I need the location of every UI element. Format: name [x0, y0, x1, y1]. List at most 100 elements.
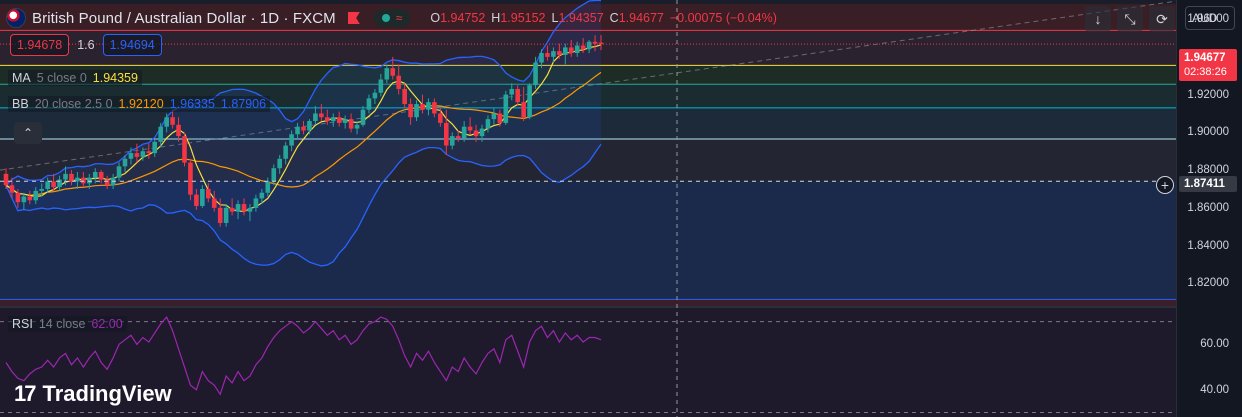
price-tick-1: 1.92000 [1187, 88, 1229, 101]
current-price-label: 1.94677 02:38:26 [1179, 49, 1237, 81]
add-alert-icon[interactable]: + [1156, 176, 1174, 194]
fullscreen-exit-icon[interactable]: ⤡ [1117, 6, 1143, 32]
chart-canvas[interactable] [0, 0, 1176, 417]
price-tick-2: 1.90000 [1187, 126, 1229, 139]
candle [158, 126, 163, 142]
price-axis[interactable]: AUD 1.96000 1.92000 1.90000 1.88000 1.86000 1… [1176, 0, 1242, 417]
candle [75, 177, 80, 182]
candle [51, 181, 56, 188]
candle [21, 196, 27, 203]
reset-icon[interactable]: ⟳ [1149, 6, 1175, 32]
crosshair-price-label: 1.87411 [1179, 176, 1237, 192]
candle [408, 104, 413, 118]
candle [319, 113, 324, 118]
candle [45, 181, 50, 189]
candle [92, 171, 98, 178]
candle [378, 79, 384, 93]
open-label: O [430, 11, 441, 25]
bollinger-lower-line [5, 143, 602, 267]
bb-lower-value: 1.87906 [220, 97, 267, 111]
candle [57, 179, 62, 188]
flag-icon[interactable] [347, 12, 360, 24]
candle [330, 117, 336, 122]
candle [140, 151, 146, 157]
price-tick-6: 1.82000 [1187, 277, 1229, 290]
sell-button[interactable]: 1.94678 [10, 34, 70, 56]
price-zone-5 [0, 138, 1176, 182]
candle [87, 177, 92, 184]
candle [557, 51, 562, 55]
chart-pane[interactable]: British Pound / Australian Dollar · 1D ·… [0, 0, 1176, 417]
candle [426, 102, 431, 110]
candle [200, 188, 205, 206]
trendline [0, 0, 1176, 171]
candle [122, 158, 128, 167]
candle [545, 53, 550, 57]
rsi-tick-1: 40.00 [1200, 383, 1229, 396]
candle [289, 134, 294, 146]
candle [241, 204, 247, 212]
candle [116, 166, 122, 178]
candle [539, 53, 544, 63]
candle [128, 153, 134, 159]
candle [307, 121, 312, 131]
candle [485, 119, 491, 129]
currency-selector[interactable]: AUD [1185, 6, 1235, 30]
market-status-badge[interactable]: ≈ [373, 9, 411, 27]
candle [81, 177, 86, 184]
candle [438, 113, 443, 123]
bb-params: 20 close 2.5 0 [34, 97, 113, 111]
candle [277, 158, 282, 169]
candle [176, 124, 181, 137]
price-zone-4 [0, 107, 1176, 139]
low-value: 1.94357 [558, 11, 604, 25]
rsi-pane-background [0, 308, 1176, 417]
candle [354, 124, 360, 129]
candle [206, 188, 211, 199]
current-price: 1.94677 [1184, 52, 1226, 64]
candle [461, 126, 467, 139]
buy-button[interactable]: 1.94694 [102, 34, 162, 56]
ma-legend[interactable]: MA 5 close 0 1.94359 [8, 70, 142, 86]
candle [360, 109, 366, 125]
candle [152, 141, 158, 154]
bb-legend[interactable]: BB 20 close 2.5 0 1.92120 1.96335 1.8790… [8, 96, 271, 112]
collapse-legend-button[interactable]: ⌃ [14, 122, 42, 144]
candle [509, 88, 515, 95]
candle [229, 207, 235, 212]
candle [27, 196, 33, 201]
candle [598, 42, 604, 45]
candle [396, 75, 401, 89]
candle [372, 92, 378, 99]
candle [574, 45, 580, 54]
candle [15, 192, 21, 203]
candle [301, 126, 306, 131]
high-label: H [491, 11, 501, 25]
rsi-legend[interactable]: RSI 14 close 62.00 [8, 316, 127, 332]
price-tick-3: 1.88000 [1187, 164, 1229, 177]
candle [104, 179, 110, 186]
candle [402, 88, 407, 105]
candle [432, 102, 437, 114]
price-tick-5: 1.84000 [1187, 239, 1229, 252]
candle [9, 185, 15, 193]
candle [533, 62, 538, 86]
candle [455, 136, 461, 139]
symbol-title[interactable]: British Pound / Australian Dollar · 1D ·… [32, 9, 336, 27]
rsi-name: RSI [12, 317, 33, 331]
arrow-down-icon[interactable]: ↓ [1085, 6, 1111, 32]
symbol-header: British Pound / Australian Dollar · 1D ·… [6, 6, 777, 30]
candle [247, 207, 253, 212]
tradingview-logo[interactable]: 17 TradingView [14, 381, 172, 407]
candle [295, 126, 300, 135]
chart-toolbar: ↓ ⤡ ⟳ [1085, 6, 1175, 32]
trade-panel: 1.94678 1.6 1.94694 [10, 34, 162, 56]
candle [39, 188, 44, 191]
candle [366, 98, 372, 110]
currency-label: AUD [1192, 11, 1218, 25]
candle [449, 136, 455, 146]
candle [271, 168, 277, 182]
candle [348, 119, 354, 129]
candle [580, 45, 586, 50]
close-value: 1.94677 [618, 11, 664, 25]
